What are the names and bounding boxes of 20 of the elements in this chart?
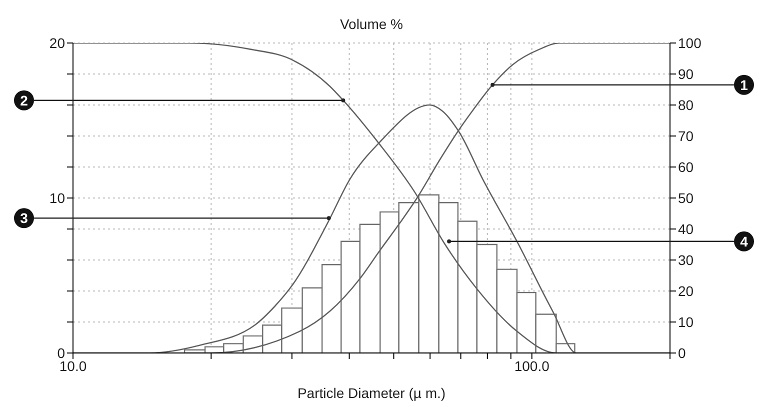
y2-tick-label: 80 (678, 96, 694, 113)
y2-tick-label: 0 (678, 344, 686, 361)
y2-tick-label: 30 (678, 252, 694, 268)
y-tick-label: 10 (49, 190, 66, 206)
y2-tick-label: 20 (678, 282, 694, 299)
y2-tick-label: 50 (678, 190, 694, 206)
annotation: 4 (740, 233, 748, 250)
y2-tick-label: 10 (678, 314, 694, 330)
x-tick-label: 100.0 (514, 358, 550, 374)
y2-tick-label: 100 (678, 34, 702, 51)
y2-tick-label: 90 (678, 66, 694, 82)
y-tick-label: 20 (49, 34, 66, 51)
annotation: 2 (20, 92, 28, 108)
chart-title: Volume % (338, 16, 404, 32)
x-axis-title: Particle Diameter (µ m.) (297, 385, 446, 401)
annotation: 1 (740, 76, 748, 93)
annotation: 3 (20, 210, 28, 226)
y2-tick-label: 60 (678, 158, 694, 175)
y2-tick-label: 40 (678, 220, 694, 237)
y2-tick-label: 70 (678, 128, 694, 144)
